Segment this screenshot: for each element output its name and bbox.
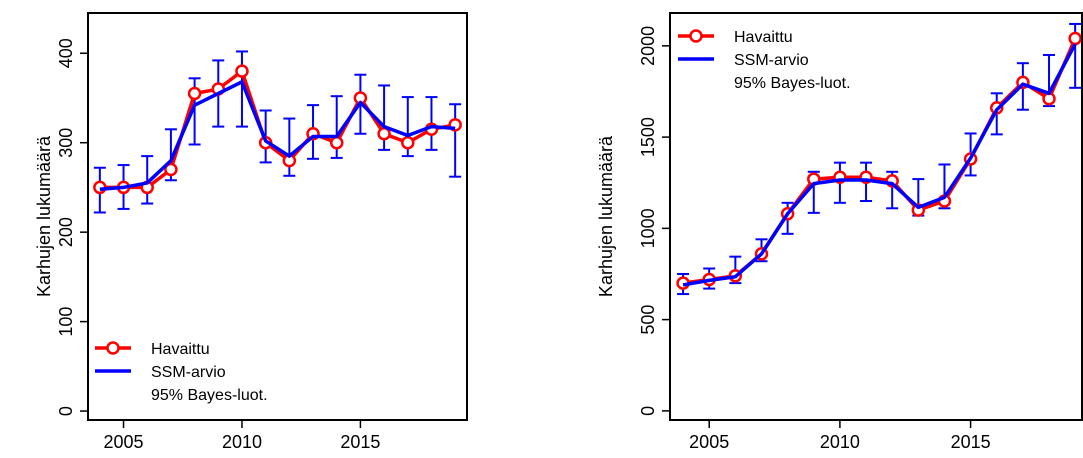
plot-area (676, 22, 1082, 296)
left-chart-panel: 0 100 200 300 400 2005 2010 2015 Karhujen lukumä… (34, 12, 468, 452)
y-tick-label: 500 (638, 305, 658, 335)
x-tick-label: 2005 (104, 432, 144, 452)
error-bar (449, 103, 462, 178)
x-tick-label: 2010 (820, 432, 860, 452)
plot-frame (87, 12, 468, 421)
legend-item: Havaittu (678, 29, 793, 46)
observed-point (164, 162, 178, 177)
y-tick-label: 1500 (638, 117, 658, 157)
legend-label: Havaittu (151, 341, 210, 358)
observed-point (1068, 31, 1082, 46)
legend-item: SSM-arvio (95, 364, 226, 381)
right-chart-panel: 0 500 1000 1500 2000 2005 2010 2015 Karhujen luk… (596, 12, 1083, 452)
y-axis-label: Karhujen lukumäärä (34, 135, 54, 297)
x-tick-label: 2015 (340, 432, 380, 452)
error-bar (141, 155, 154, 205)
observed-point (235, 64, 249, 78)
y-tick-label: 1000 (638, 208, 658, 248)
legend: Havaittu SSM-arvio 95% Bayes-luot. (678, 29, 851, 92)
plot-area (93, 50, 462, 214)
plot-frame (669, 12, 1083, 421)
y-tick-label: 100 (56, 307, 76, 337)
x-tick-label: 2010 (222, 432, 262, 452)
y-tick-label: 200 (56, 217, 76, 247)
legend-item: SSM-arvio (678, 52, 809, 69)
legend-item: 95% Bayes-luot. (734, 75, 851, 92)
legend-label: 95% Bayes-luot. (151, 387, 268, 404)
x-tick-label: 2005 (689, 432, 729, 452)
y-axis-label: Karhujen lukumäärä (596, 135, 616, 297)
error-bar (235, 50, 248, 128)
y-tick-label: 400 (56, 38, 76, 68)
y-tick-label: 300 (56, 128, 76, 158)
legend-label: SSM-arvio (734, 52, 809, 69)
legend: Havaittu SSM-arvio 95% Bayes-luot. (95, 341, 268, 404)
observed-point (187, 86, 202, 101)
ssm-estimate-line (99, 80, 456, 191)
y-tick-label: 0 (56, 406, 76, 416)
observed-point (329, 135, 344, 150)
y-tick-label: 0 (638, 406, 658, 416)
observed-point (401, 135, 415, 150)
legend-label: SSM-arvio (151, 364, 226, 381)
x-tick-label: 2015 (951, 432, 991, 452)
legend-label: 95% Bayes-luot. (734, 75, 851, 92)
y-tick-label: 2000 (638, 26, 658, 66)
ssm-estimate-line (682, 43, 1077, 287)
observed-series-line (99, 69, 456, 190)
legend-item: 95% Bayes-luot. (151, 387, 268, 404)
legend-label: Havaittu (734, 29, 793, 46)
legend-item: Havaittu (95, 341, 210, 358)
